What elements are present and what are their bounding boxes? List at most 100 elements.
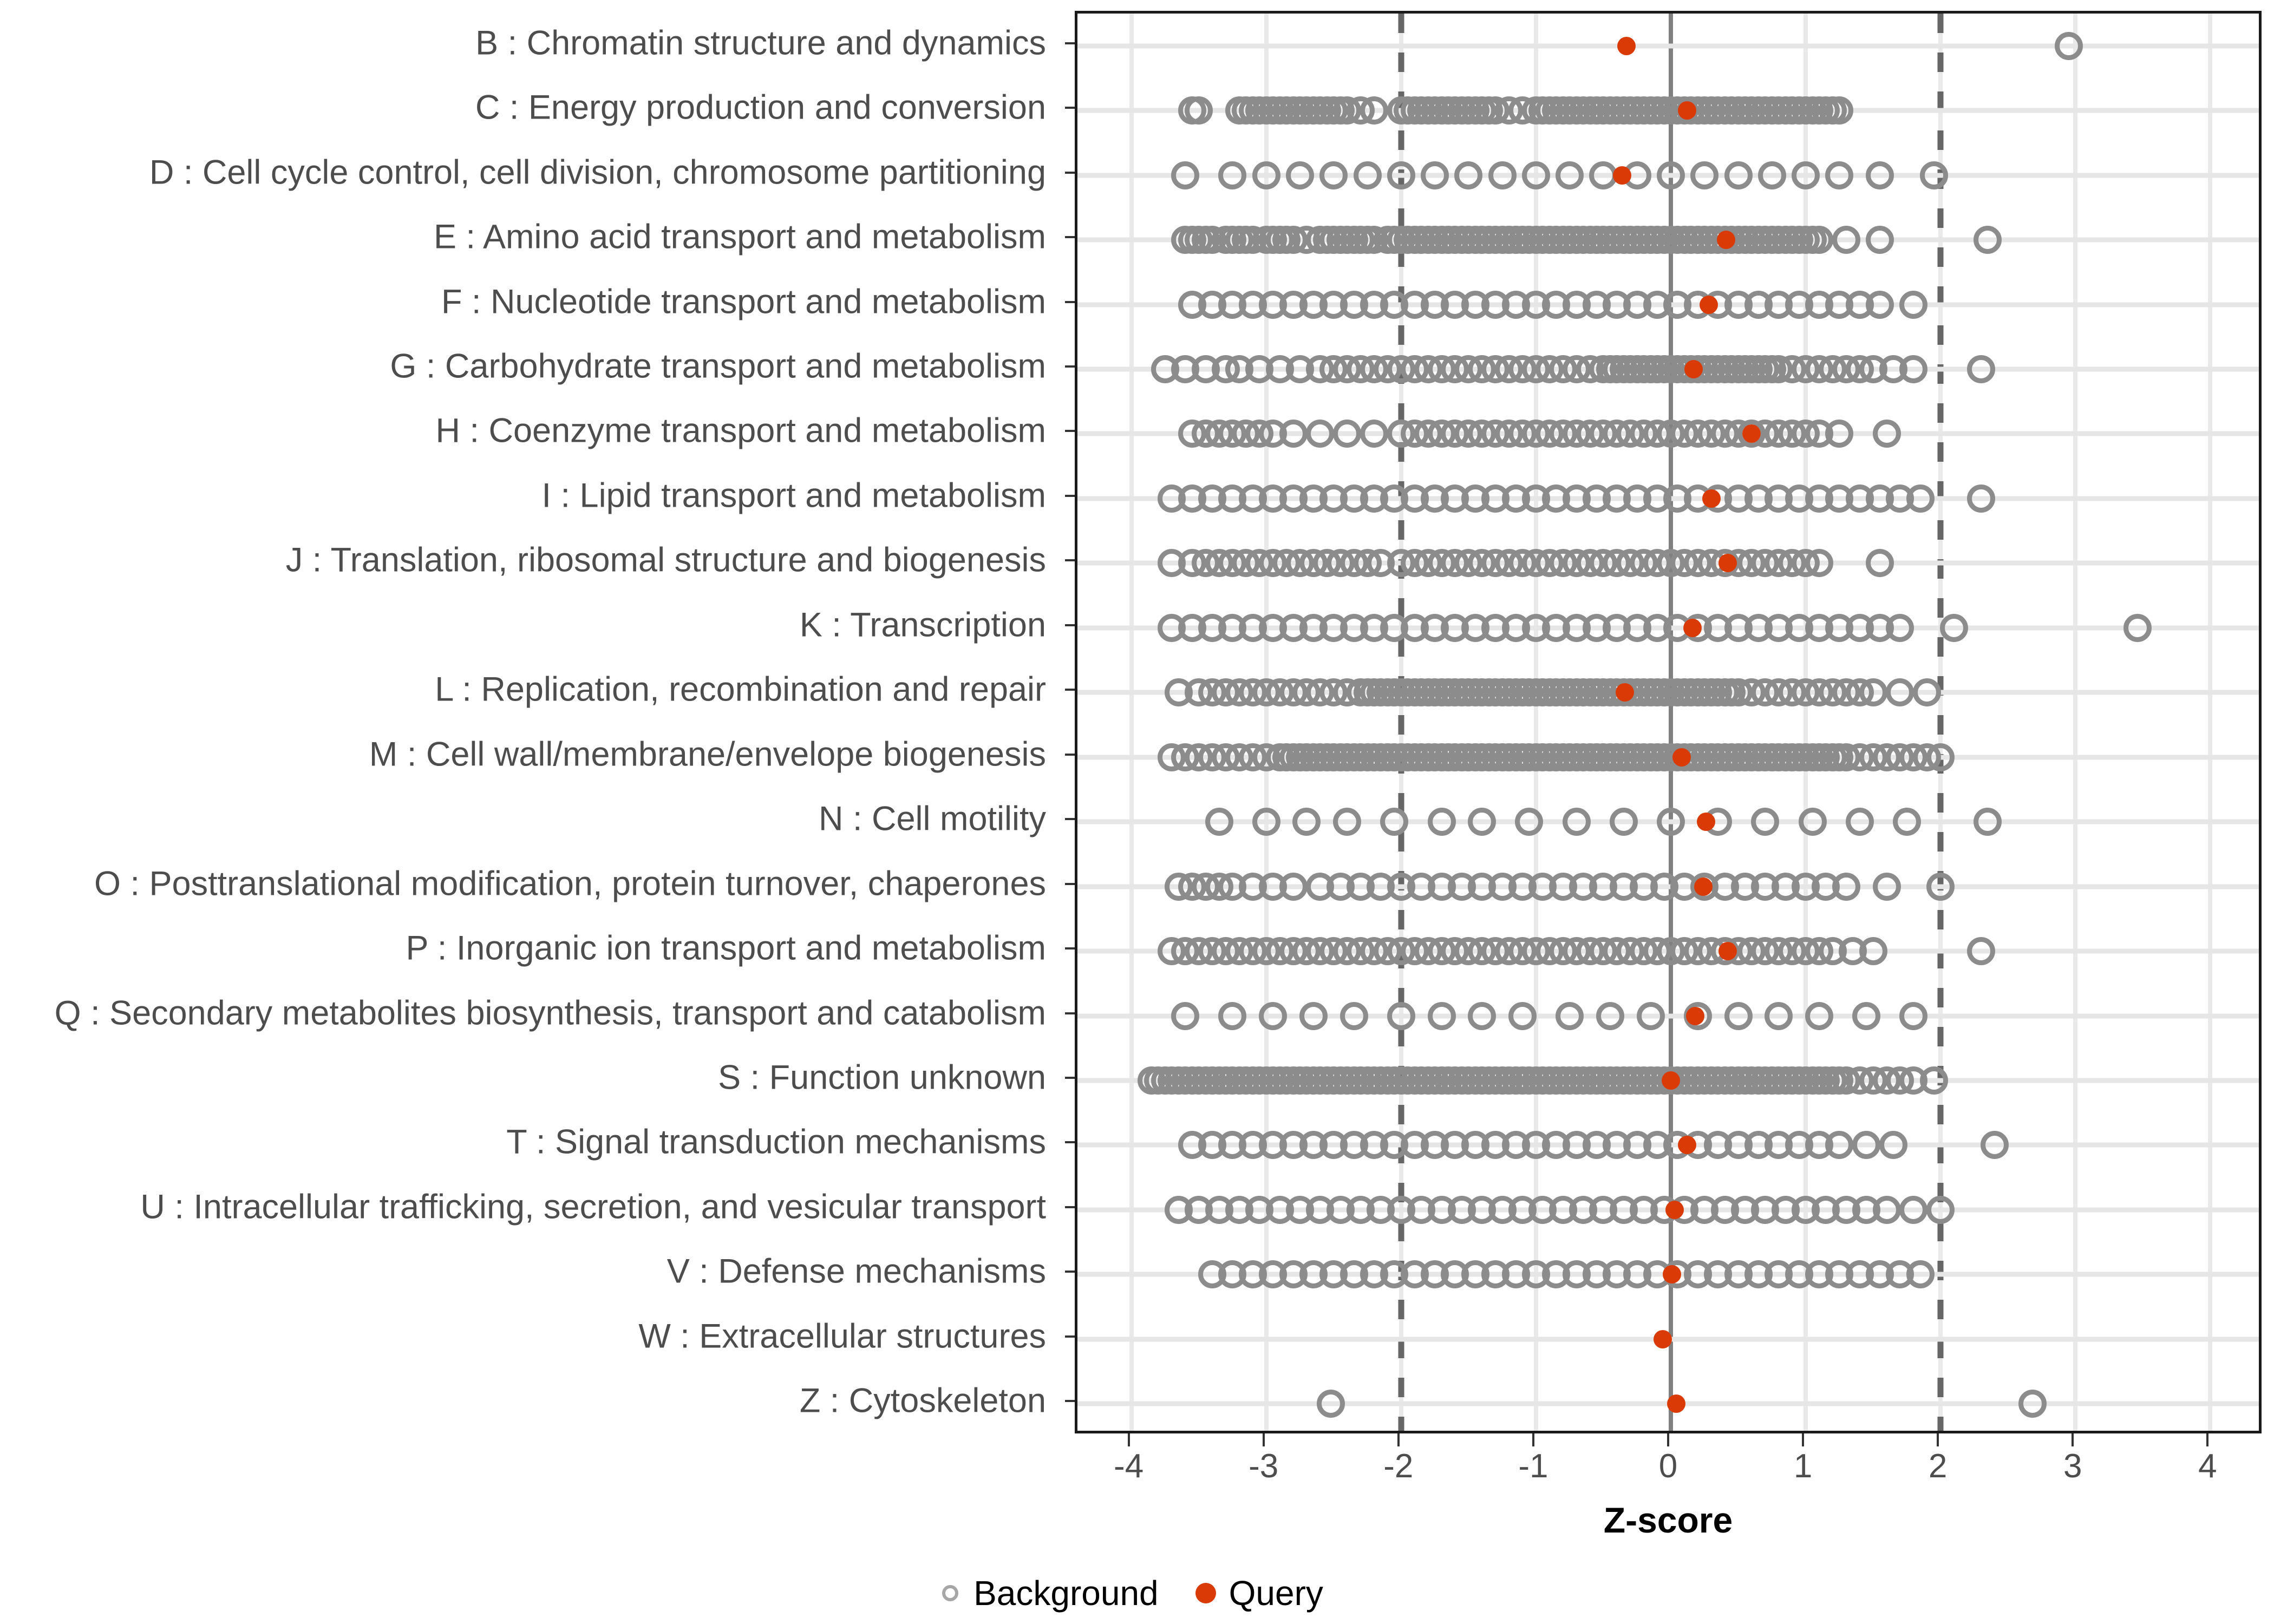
y-axis-label-e: E : Amino acid transport and metabolism (433, 218, 1046, 256)
y-axis-tick (1065, 753, 1075, 756)
y-axis-tick (1065, 1206, 1075, 1208)
query-point (1663, 1265, 1682, 1284)
x-axis-tick (1667, 1433, 1669, 1446)
horizontal-gridline (1077, 1013, 2259, 1019)
background-point (1724, 1001, 1753, 1030)
background-point (1333, 420, 1362, 448)
background-point (1185, 96, 1213, 125)
background-point (1380, 808, 1409, 836)
background-point (1866, 290, 1894, 319)
vertical-gridline (2208, 14, 2213, 1431)
background-point (1866, 549, 1894, 578)
y-axis-tick (1065, 1077, 1075, 1079)
query-point (1702, 489, 1721, 508)
background-point (1966, 355, 1995, 383)
background-point (1792, 161, 1820, 189)
background-point (1825, 161, 1854, 189)
query-point (1654, 1330, 1672, 1348)
y-axis-tick (1065, 42, 1075, 44)
y-axis-tick (1065, 430, 1075, 433)
y-axis-tick (1065, 1141, 1075, 1144)
y-axis-label-q: Q : Secondary metabolites biosynthesis, … (54, 994, 1046, 1032)
query-point (1694, 877, 1713, 896)
background-point (1339, 1001, 1368, 1030)
x-axis-tick (2072, 1433, 2074, 1446)
plot-area (1077, 14, 2259, 1431)
background-point (1317, 1390, 1345, 1418)
background-point (2123, 613, 2152, 642)
background-point (1218, 1001, 1247, 1030)
background-point (1657, 808, 1685, 836)
query-point (1616, 683, 1635, 702)
query-point (1718, 942, 1737, 961)
legend-item-background: Background (927, 1570, 1182, 1616)
background-point (1488, 161, 1517, 189)
y-axis-tick (1065, 1271, 1075, 1273)
y-axis-label-o: O : Posttranslational modification, prot… (94, 865, 1046, 903)
background-point (1926, 743, 1955, 771)
y-axis-label-p: P : Inorganic ion transport and metaboli… (406, 929, 1046, 967)
y-axis-tick (1065, 1335, 1075, 1338)
background-point (1892, 808, 1921, 836)
query-point (1696, 813, 1715, 831)
background-point (1279, 872, 1308, 901)
background-point (1913, 678, 1942, 707)
background-point (1859, 937, 1887, 966)
y-axis-label-h: H : Coenzyme transport and metabolism (435, 411, 1046, 450)
y-axis-tick (1065, 882, 1075, 885)
x-axis-tick-label: 3 (2063, 1448, 2082, 1485)
query-point (1613, 166, 1632, 185)
background-point (1899, 355, 1928, 383)
x-axis-tick-label: -3 (1249, 1448, 1279, 1485)
y-axis-label-i: I : Lipid transport and metabolism (541, 476, 1046, 515)
background-point (1724, 161, 1753, 189)
background-point (1832, 872, 1860, 901)
background-point (1966, 937, 1995, 966)
background-point (1906, 484, 1935, 513)
background-point (1859, 678, 1887, 707)
x-axis-tick-label: 2 (1928, 1448, 1948, 1485)
background-point (1872, 1195, 1901, 1224)
background-point (1259, 1001, 1288, 1030)
background-point (1926, 872, 1955, 901)
y-axis-label-k: K : Transcription (799, 606, 1046, 644)
x-axis-tick-label: 1 (1793, 1448, 1813, 1485)
y-axis-label-v: V : Defense mechanisms (666, 1252, 1046, 1291)
background-point (1556, 161, 1584, 189)
background-point (1852, 1131, 1881, 1160)
background-point (1974, 808, 2002, 836)
vertical-gridline (1264, 14, 1269, 1431)
y-axis-label-t: T : Signal transduction mechanisms (506, 1123, 1046, 1161)
y-axis-tick (1065, 365, 1075, 368)
background-point (1879, 1131, 1907, 1160)
chart-legend: Background Query (0, 1570, 2274, 1616)
significance-threshold-line (1937, 14, 1944, 1431)
vertical-gridline (1803, 14, 1808, 1431)
background-point (1596, 1001, 1624, 1030)
background-point (1521, 161, 1550, 189)
x-axis-tick (1532, 1433, 1534, 1446)
background-point (1906, 1260, 1935, 1289)
vertical-gridline (2073, 14, 2078, 1431)
background-point (1757, 161, 1786, 189)
legend-label-background: Background (973, 1574, 1159, 1613)
background-point (1798, 808, 1827, 836)
y-axis-tick (1065, 300, 1075, 303)
y-axis-tick (1065, 689, 1075, 691)
background-point (1279, 420, 1308, 448)
background-point (1468, 808, 1497, 836)
y-axis-tick (1065, 624, 1075, 626)
background-point (1805, 226, 1833, 254)
vertical-gridline (1129, 14, 1134, 1431)
y-axis-tick (1065, 494, 1075, 497)
y-axis-tick (1065, 559, 1075, 562)
y-axis-tick (1065, 1400, 1075, 1403)
plot-panel (1075, 11, 2262, 1433)
y-axis-tick (1065, 171, 1075, 174)
query-point (1662, 1071, 1680, 1090)
background-point (1886, 678, 1914, 707)
y-axis-label-w: W : Extracellular structures (638, 1317, 1046, 1355)
background-point (1899, 290, 1928, 319)
background-point (1427, 808, 1456, 836)
